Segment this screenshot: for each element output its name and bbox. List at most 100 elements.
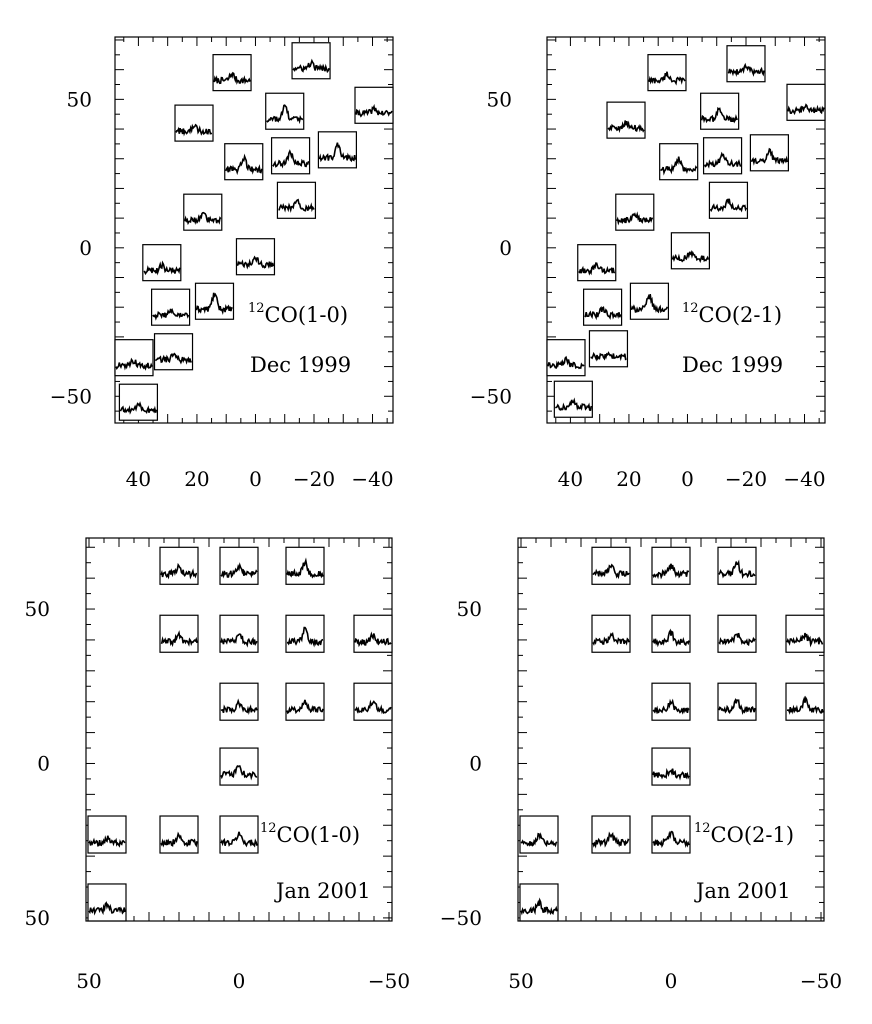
spectrum-box [285,682,325,721]
spectrum-frame [317,131,357,169]
spectrum-frame [606,101,646,139]
spectrum-box [629,282,670,320]
y-tick-label: 50 [67,87,92,111]
y-tick-label: −50 [50,384,92,408]
plot-frame [114,36,394,424]
spectrum-line [700,106,738,124]
spectrum-line [584,305,622,321]
y-tick-label: 0 [37,751,50,775]
spectrum-box [291,42,331,80]
x-tick-label: −20 [293,467,335,491]
spectrum-line [718,632,756,647]
plot-frame [85,537,393,922]
spectrum-line [88,835,126,848]
spectrum-box [615,193,655,231]
y-tick-label: 50 [457,597,482,621]
spectrum-box [591,815,631,854]
spectrum-box [142,244,182,282]
spectrum-box [265,92,305,130]
spectrum-box [591,614,631,653]
spectrum-box [651,815,691,854]
spectrum-box [219,815,259,854]
spectrum-box [224,143,264,181]
spectrum-line [286,557,324,579]
spectrum-frame [235,238,276,276]
spectrum-line [220,633,258,648]
x-tick-label: 40 [558,467,583,491]
spectrum-box [519,883,559,922]
spectrum-line [272,149,310,169]
spectrum-line [355,103,393,118]
spectrum-line [592,831,630,849]
spectrum-box [212,54,252,92]
spectrum-line [787,103,825,116]
x-tick-label: 20 [184,467,209,491]
spectrum-box [354,86,394,124]
spectrum-box [651,747,691,786]
x-tick-label: −40 [783,467,825,491]
spectrum-box [647,54,687,92]
y-tick-label: 50 [25,597,50,621]
spectrum-box [276,181,317,219]
spectrum-box [785,682,825,721]
spectrum-frame [159,546,199,585]
spectrum-line [709,198,748,213]
spectrum-frame [553,380,593,418]
line-label: 12CO(1-0) [260,821,360,847]
spectrum-box [726,45,766,83]
spectrum-line [225,153,263,176]
spectrum-box [582,288,623,326]
date-label: Dec 1999 [682,353,783,377]
spectrum-line [652,767,690,781]
y-tick-label: 0 [79,236,92,260]
spectrum-box [219,747,259,786]
spectrum-line [652,628,690,648]
y-tick-label: −50 [440,906,482,930]
spectrum-frame [717,546,757,585]
spectrum-line [266,104,304,125]
panel-12co10-dec1999: 12CO(1-0) Dec 1999 40 20 0 −20 −40 50 0 −50 [50,36,394,491]
spectrum-box [270,137,311,175]
date-label: Jan 2001 [274,879,371,903]
spectrum-frame [629,282,670,320]
plot-frame [517,537,825,922]
spectrum-line [652,830,690,848]
spectrum-line [786,632,824,648]
x-tick-label: −50 [800,969,842,993]
spectrum-frame [749,134,790,172]
spectrum-frame [285,614,325,653]
spectrum-line [160,562,197,580]
spectrum-line [286,699,324,715]
panel-12co21-dec1999: 12CO(2-1) Dec 1999 40 20 0 −20 −40 50 0 −50 [470,36,826,491]
spectrum-box [546,339,586,377]
date-label: Dec 1999 [250,353,351,377]
x-tick-label: 50 [76,969,101,993]
spectrum-box [786,83,826,121]
spectrum-box [159,815,199,854]
spectrum-box [702,137,743,175]
spectrum-line [119,401,158,415]
spectrum-line [718,697,756,715]
spectrum-line [630,293,669,314]
date-label: Jan 2001 [694,879,791,903]
spectrum-box [700,92,740,130]
spectrum-box [285,614,325,653]
spectrum-frame [87,883,127,922]
spectrum-box [651,614,691,653]
spectrum-box [591,546,631,585]
spectrum-box [659,143,699,181]
y-tick-label: 0 [469,751,482,775]
spectrum-line [220,764,258,781]
spectrum-line [160,831,198,848]
spectrum-line [220,562,258,579]
y-tick-label: 50 [25,906,50,930]
spectrum-line [660,156,698,176]
spectrum-frame [726,45,766,83]
y-tick-label: 0 [499,236,512,260]
spectrum-frame [153,333,194,371]
spectrum-box [235,238,276,276]
spectrum-line [143,260,181,276]
spectrum-line [547,355,585,370]
spectrum-frame [265,92,305,130]
